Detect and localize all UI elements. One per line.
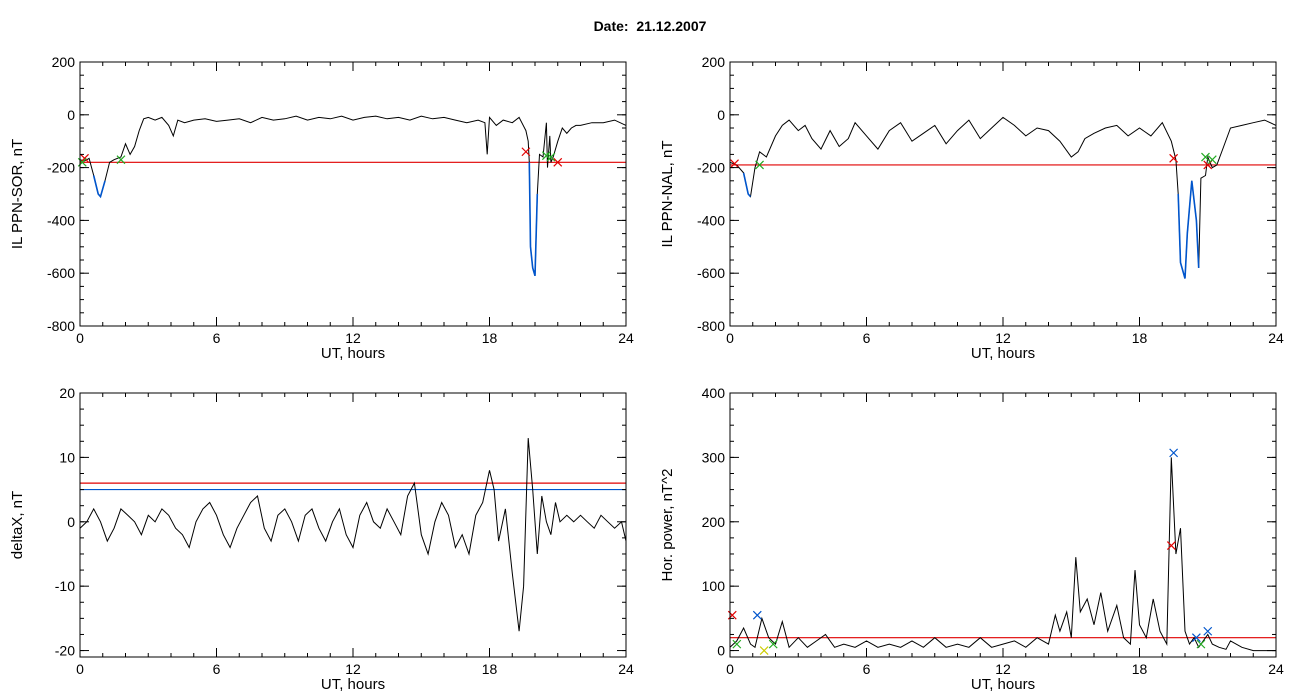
x-tick-label: 18 [482, 661, 498, 677]
x-tick-label: 6 [863, 330, 871, 346]
y-axis-label: IL PPN-NAL, nT [659, 141, 676, 248]
plot-frame [729, 392, 1277, 658]
y-tick-label: -400 [697, 212, 725, 228]
x-marker [1166, 541, 1176, 551]
y-tick-label: 0 [717, 643, 725, 659]
x-tick-label: 18 [482, 330, 498, 346]
x-tick-label: 12 [995, 661, 1011, 677]
y-tick-label: 0 [717, 107, 725, 123]
x-tick-label: 24 [1268, 661, 1284, 677]
x-marker [521, 147, 531, 157]
x-marker [1191, 633, 1201, 643]
y-tick-label: 400 [702, 385, 726, 401]
chart-panel-4: 0 6 12 18 24 0 100 200 300 400 UT, hours Hor. power… [659, 385, 1284, 693]
x-axis-label: UT, hours [971, 676, 1035, 693]
x-marker [1169, 448, 1179, 458]
x-marker [116, 155, 126, 165]
y-tick-label: -200 [47, 160, 75, 176]
x-marker [1201, 152, 1210, 162]
y-tick-label: -20 [55, 643, 75, 659]
y-tick-label: 100 [702, 578, 726, 594]
y-tick-label: -10 [55, 578, 75, 594]
date-title: Date: 21.12.2007 [593, 18, 707, 34]
y-tick-label: 300 [702, 449, 726, 465]
x-tick-label: 6 [213, 661, 221, 677]
y-tick-label: -800 [47, 318, 75, 334]
series-overlay-line [92, 175, 106, 199]
chart-panel-1: 0 6 12 18 24 -800 -600 -400 -200 0 200 UT, hours IL … [9, 54, 634, 362]
chart-panel-3: 0 6 12 18 24 -20 -10 0 10 20 UT, hours deltaX, nT [9, 385, 634, 693]
x-marker [1203, 626, 1213, 636]
x-tick-label: 0 [76, 661, 84, 677]
x-tick-label: 18 [1132, 330, 1148, 346]
x-marker [546, 152, 556, 162]
x-tick-label: 0 [726, 661, 734, 677]
x-marker [755, 160, 764, 170]
series-overlay-line [528, 162, 539, 277]
x-tick-label: 12 [995, 330, 1011, 346]
y-tick-label: -800 [697, 318, 725, 334]
x-tick-label: 6 [213, 330, 221, 346]
y-tick-label: 200 [702, 514, 726, 530]
x-tick-label: 0 [726, 330, 734, 346]
y-tick-label: -200 [697, 160, 725, 176]
y-tick-label: 200 [702, 54, 726, 70]
series-line [79, 438, 627, 632]
y-tick-label: 0 [67, 514, 75, 530]
x-tick-label: 24 [1268, 330, 1284, 346]
x-tick-label: 24 [618, 661, 634, 677]
x-marker [732, 639, 742, 649]
y-axis-label: Hor. power, nT^2 [659, 469, 676, 582]
y-tick-label: -600 [47, 265, 75, 281]
y-tick-label: 0 [67, 107, 75, 123]
x-tick-label: 18 [1132, 661, 1148, 677]
x-axis-label: UT, hours [971, 345, 1035, 362]
x-axis-label: UT, hours [321, 676, 385, 693]
x-marker [80, 153, 89, 163]
y-tick-label: 10 [59, 449, 75, 465]
plot-frame [79, 61, 627, 327]
y-tick-label: -400 [47, 212, 75, 228]
y-axis-label: IL PPN-SOR, nT [9, 139, 26, 249]
series-overlay-line [1177, 180, 1200, 279]
x-axis-label: UT, hours [321, 345, 385, 362]
x-marker [1196, 639, 1206, 649]
x-tick-label: 12 [345, 330, 361, 346]
x-marker [752, 610, 762, 620]
x-marker [1169, 153, 1179, 163]
y-tick-label: 20 [59, 385, 75, 401]
x-marker [1207, 155, 1217, 165]
y-tick-label: -600 [697, 265, 725, 281]
series-line [79, 115, 627, 276]
x-marker [759, 646, 769, 655]
x-marker [768, 639, 778, 649]
chart-panel-2: 0 6 12 18 24 -800 -600 -400 -200 0 200 UT, hours IL … [659, 54, 1284, 362]
x-tick-label: 24 [618, 330, 634, 346]
series-line [729, 457, 1276, 652]
y-tick-label: 200 [52, 54, 76, 70]
x-marker [730, 159, 739, 169]
x-tick-label: 0 [76, 330, 84, 346]
y-axis-label: deltaX, nT [9, 491, 26, 559]
plot-frame [79, 392, 627, 658]
x-tick-label: 12 [345, 661, 361, 677]
x-tick-label: 6 [863, 661, 871, 677]
series-overlay-line [742, 172, 752, 198]
x-marker [553, 157, 563, 167]
